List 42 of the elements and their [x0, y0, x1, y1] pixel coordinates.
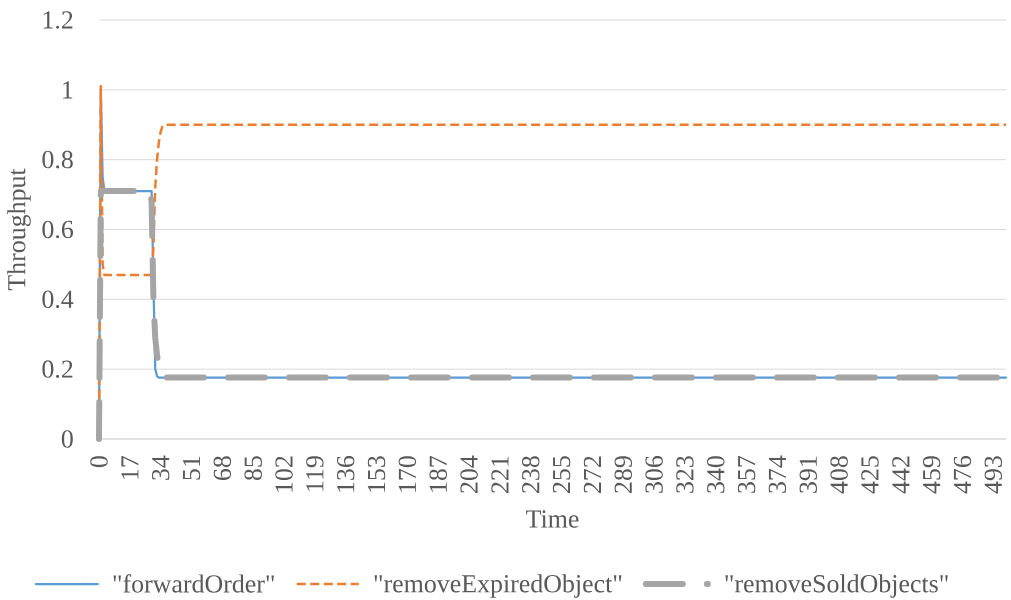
x-tick-label: 34 — [151, 455, 170, 480]
x-tick-label: 306 — [645, 455, 663, 493]
legend-label: "removeSoldObjects" — [725, 574, 948, 598]
y-tick-label: 0.6 — [42, 220, 74, 239]
x-tick-label: 425 — [861, 456, 879, 494]
legend-label: "forwardOrder" — [113, 574, 274, 593]
x-tick-label: 357 — [737, 455, 756, 493]
x-tick-label: 238 — [521, 456, 540, 493]
x-tick-label: 51 — [182, 456, 201, 480]
x-tick-label: 391 — [799, 456, 817, 493]
y-tick-label: 0.2 — [42, 360, 73, 378]
x-tick-label: 68 — [213, 456, 232, 480]
x-tick-label: 442 — [892, 456, 910, 494]
x-tick-label: 17 — [121, 455, 139, 479]
x-tick-label: 255 — [552, 456, 571, 493]
y-tick-label: 1.2 — [43, 11, 73, 29]
x-tick-label: 493 — [984, 456, 1003, 494]
y-tick-label: 1 — [63, 81, 73, 99]
x-tick-label: 170 — [398, 456, 417, 492]
x-tick-label: 187 — [429, 455, 447, 492]
x-tick-label: 459 — [922, 456, 941, 494]
x-tick-label: 119 — [306, 456, 324, 491]
x-tick-label: 85 — [244, 456, 262, 481]
y-tick-label: 0.4 — [42, 290, 74, 309]
y-tick-label: 0.8 — [42, 150, 73, 169]
y-tick-label: 0 — [61, 430, 73, 448]
x-tick-label: 136 — [337, 455, 355, 492]
legend-label: "removeExpiredObject" — [374, 574, 622, 598]
x-tick-label: 374 — [768, 455, 787, 493]
x-tick-label: 0 — [90, 456, 108, 468]
x-tick-label: 102 — [275, 456, 293, 492]
x-tick-label: 221 — [491, 456, 509, 493]
x-tick-label: 272 — [583, 456, 601, 493]
y-axis-title: Throughput — [7, 168, 31, 291]
x-tick-label: 153 — [367, 456, 386, 492]
x-tick-label: 323 — [676, 456, 694, 493]
x-tick-label: 289 — [614, 456, 632, 493]
x-tick-label: 340 — [707, 456, 725, 493]
x-tick-label: 408 — [830, 456, 848, 494]
x-tick-label: 476 — [953, 455, 972, 494]
x-tick-label: 204 — [460, 455, 478, 493]
x-axis-title: Time — [526, 510, 579, 528]
